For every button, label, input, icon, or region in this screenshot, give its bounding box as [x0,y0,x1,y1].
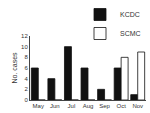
svg-text:10: 10 [21,44,28,50]
svg-text:8: 8 [24,54,28,60]
svg-text:6: 6 [24,65,28,71]
svg-text:Jun: Jun [50,103,60,109]
svg-text:KCDC: KCDC [120,11,140,18]
svg-text:2: 2 [24,86,28,92]
svg-text:12: 12 [21,33,28,39]
svg-text:0: 0 [24,97,28,103]
svg-text:4: 4 [24,76,28,82]
svg-text:SCMC: SCMC [120,30,141,37]
svg-text:May: May [33,103,44,109]
svg-text:No. cases: No. cases [11,52,18,84]
svg-text:Oct: Oct [116,103,126,109]
svg-text:Sep: Sep [99,103,110,109]
svg-text:Jul: Jul [68,103,76,109]
svg-text:Aug: Aug [83,103,94,109]
svg-text:Nov: Nov [132,103,143,109]
